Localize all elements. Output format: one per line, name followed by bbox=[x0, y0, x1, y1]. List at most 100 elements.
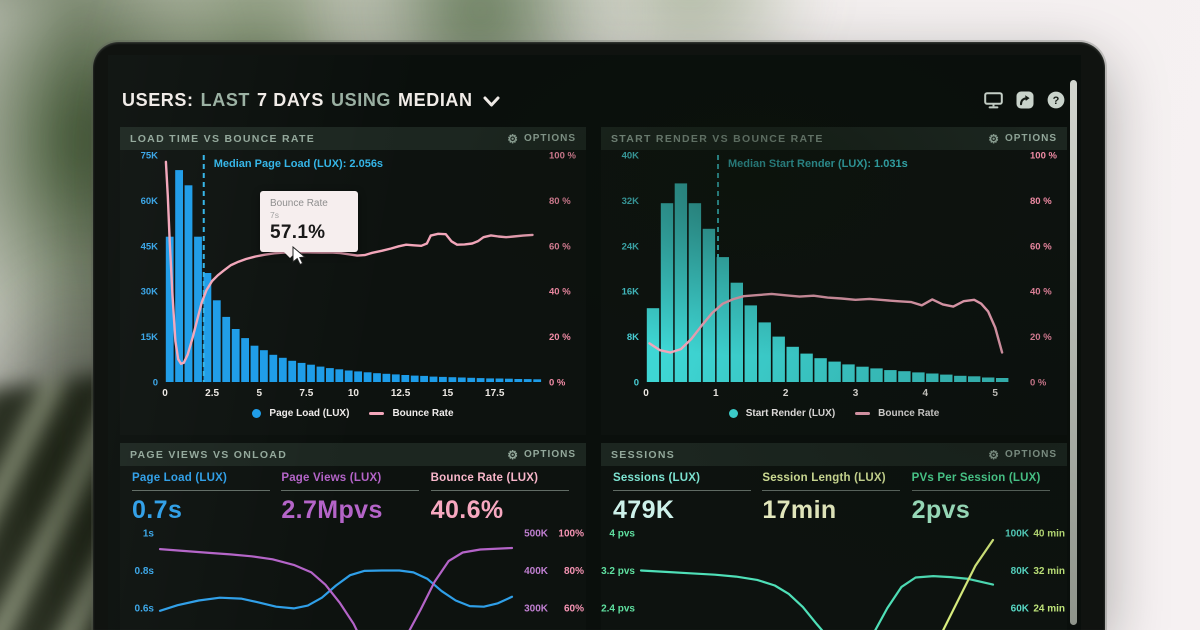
metric-underline bbox=[762, 490, 901, 491]
share-icon[interactable] bbox=[1016, 91, 1034, 109]
options-button[interactable]: ⚙ OPTIONS bbox=[988, 449, 1057, 461]
histogram-bar[interactable] bbox=[800, 353, 813, 382]
axis-label: 0 bbox=[634, 378, 639, 389]
axis-label: 40 % bbox=[1030, 287, 1052, 298]
histogram-bar[interactable] bbox=[476, 378, 485, 382]
histogram-bar[interactable] bbox=[467, 377, 476, 382]
display-icon[interactable] bbox=[984, 91, 1003, 109]
axis-label: 4 pvs bbox=[609, 529, 635, 540]
axis-label: 8K bbox=[627, 332, 639, 343]
histogram-bar[interactable] bbox=[842, 364, 855, 382]
histogram-bar[interactable] bbox=[326, 368, 334, 382]
histogram-bar[interactable] bbox=[401, 375, 410, 382]
histogram-bar[interactable] bbox=[231, 329, 240, 382]
metric-value: 2.7Mpvs bbox=[281, 496, 383, 524]
options-button[interactable]: ⚙ OPTIONS bbox=[988, 133, 1057, 145]
histogram-bar[interactable] bbox=[884, 370, 897, 382]
histogram-bar[interactable] bbox=[278, 357, 287, 382]
histogram-bar[interactable] bbox=[297, 362, 306, 382]
histogram-bar[interactable] bbox=[382, 373, 391, 382]
panel-page-views-vs-onload: PAGE VIEWS VS ONLOAD ⚙ OPTIONS Page Load … bbox=[120, 443, 586, 630]
histogram-bar[interactable] bbox=[316, 366, 325, 382]
histogram-bar[interactable] bbox=[335, 369, 344, 382]
histogram-bar[interactable] bbox=[940, 374, 953, 382]
panel-header: PAGE VIEWS VS ONLOAD ⚙ OPTIONS bbox=[120, 443, 586, 466]
histogram-bar[interactable] bbox=[786, 346, 799, 382]
load-time-chart[interactable]: Median Page Load (LUX): 2.056s 75K 60K 45K 3… bbox=[120, 150, 586, 411]
histogram-bar[interactable] bbox=[457, 377, 466, 383]
histogram-bar[interactable] bbox=[391, 374, 400, 382]
histogram-bar[interactable] bbox=[828, 361, 841, 382]
histogram-bar[interactable] bbox=[448, 377, 457, 382]
histogram-bar[interactable] bbox=[814, 358, 827, 382]
histogram-bar[interactable] bbox=[856, 366, 869, 382]
histogram-bar[interactable] bbox=[912, 372, 925, 382]
scrollbar[interactable] bbox=[1070, 80, 1077, 625]
histogram-bar[interactable] bbox=[307, 364, 315, 382]
start-render-chart[interactable]: Median Start Render (LUX): 1.031s 40K 32K 2… bbox=[601, 150, 1067, 411]
users-range-dropdown[interactable]: USERS: LAST 7 DAYS USING MEDIAN bbox=[122, 90, 500, 111]
legend-label[interactable]: Bounce Rate bbox=[392, 408, 454, 419]
histogram-bar[interactable] bbox=[660, 203, 674, 382]
sessions-chart[interactable]: 4 pvs 3.2 pvs 2.4 pvs 100K 80K 60K 40 min 32 mi… bbox=[601, 527, 1067, 630]
axis-label: 2.4 pvs bbox=[601, 604, 635, 615]
histogram-bar[interactable] bbox=[688, 203, 702, 382]
histogram-bar[interactable] bbox=[533, 379, 542, 382]
histogram-bar[interactable] bbox=[758, 322, 771, 382]
histogram-bar[interactable] bbox=[241, 338, 249, 382]
histogram-bar[interactable] bbox=[982, 377, 995, 383]
histogram-bar[interactable] bbox=[222, 316, 231, 382]
histogram-bar[interactable] bbox=[495, 378, 504, 383]
histogram-bar[interactable] bbox=[288, 360, 297, 382]
help-icon[interactable]: ? bbox=[1047, 91, 1065, 109]
histogram-bar[interactable] bbox=[420, 375, 428, 382]
options-button[interactable]: ⚙ OPTIONS bbox=[507, 449, 576, 461]
axis-label: 100% bbox=[558, 529, 584, 540]
axis-label: 100 % bbox=[549, 151, 576, 162]
chart-legend: Page Load (LUX) Bounce Rate bbox=[120, 408, 586, 419]
title-7days: 7 DAYS bbox=[257, 89, 325, 110]
legend-label[interactable]: Start Render (LUX) bbox=[745, 408, 836, 419]
histogram-bar[interactable] bbox=[505, 378, 513, 382]
mouse-cursor-icon bbox=[292, 246, 306, 266]
histogram-bar[interactable] bbox=[260, 350, 268, 382]
histogram-bar[interactable] bbox=[898, 371, 911, 382]
axis-label: 5 bbox=[992, 388, 998, 399]
legend-label[interactable]: Page Load (LUX) bbox=[269, 408, 350, 419]
histogram-bar[interactable] bbox=[410, 375, 419, 382]
axis-label: 1s bbox=[143, 529, 155, 540]
histogram-bar[interactable] bbox=[269, 354, 278, 382]
options-button[interactable]: ⚙ OPTIONS bbox=[507, 133, 576, 145]
histogram-bar[interactable] bbox=[486, 378, 494, 382]
histogram-bar[interactable] bbox=[354, 371, 362, 382]
legend-label[interactable]: Bounce Rate bbox=[878, 408, 940, 419]
histogram-bar[interactable] bbox=[429, 376, 438, 382]
dashboard-screen: USERS: LAST 7 DAYS USING MEDIAN ? LOAD T… bbox=[108, 55, 1081, 630]
histogram-bar[interactable] bbox=[968, 376, 981, 382]
histogram-bar[interactable] bbox=[373, 373, 381, 382]
histogram-bar[interactable] bbox=[514, 379, 523, 382]
page-views-onload-chart[interactable]: 1s 0.8s 0.6s 500K 400K 300K 100% 80% 60% bbox=[120, 527, 586, 630]
axis-label: 0 bbox=[153, 378, 158, 389]
metric-label: Page Views (LUX) bbox=[281, 472, 382, 484]
histogram-bar[interactable] bbox=[772, 336, 785, 382]
histogram-bar[interactable] bbox=[212, 300, 221, 382]
histogram-bar[interactable] bbox=[926, 373, 939, 383]
axis-label: 100K bbox=[1005, 529, 1030, 540]
histogram-bar[interactable] bbox=[250, 345, 259, 382]
histogram-bar[interactable] bbox=[523, 379, 532, 382]
histogram-bar[interactable] bbox=[954, 375, 967, 382]
histogram-bar[interactable] bbox=[744, 305, 757, 382]
panel-header: SESSIONS ⚙ OPTIONS bbox=[601, 443, 1067, 466]
histogram-bar[interactable] bbox=[702, 228, 716, 382]
histogram-bar[interactable] bbox=[674, 183, 688, 382]
histogram-bar[interactable] bbox=[439, 376, 447, 382]
histogram-bar[interactable] bbox=[996, 378, 1009, 382]
histogram-bar[interactable] bbox=[344, 370, 353, 383]
histogram-bar[interactable] bbox=[363, 372, 372, 382]
histogram-bar[interactable] bbox=[870, 368, 883, 382]
legend-line-swatch bbox=[369, 412, 385, 415]
options-label: OPTIONS bbox=[1004, 133, 1057, 144]
title-using: USING bbox=[331, 89, 392, 110]
